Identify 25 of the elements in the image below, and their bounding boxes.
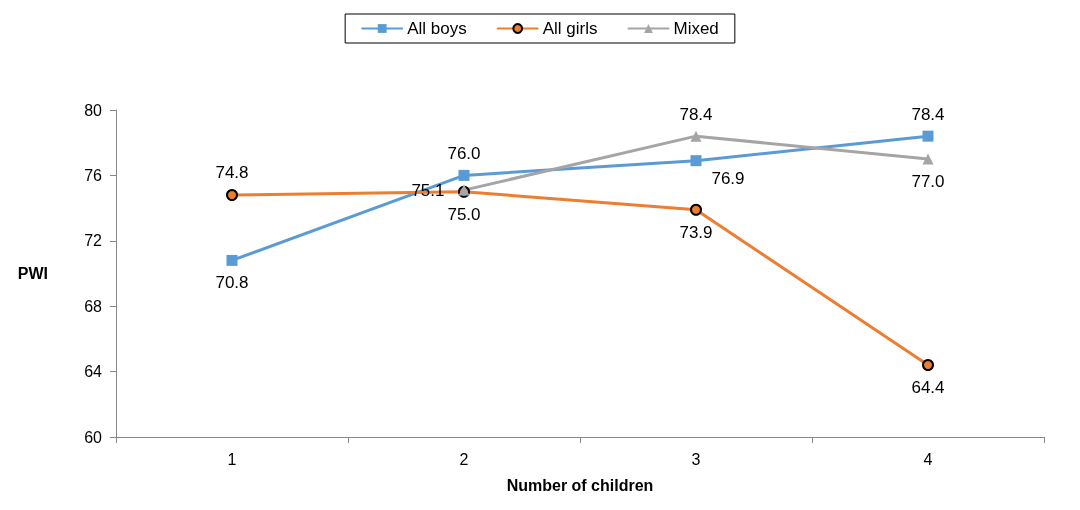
y-tick-label: 60 [84, 428, 103, 446]
x-tick-label: 2 [459, 450, 469, 468]
data-label: 73.9 [679, 222, 713, 242]
x-tick-label: 4 [923, 450, 933, 468]
x-tick-label: 1 [227, 450, 237, 468]
y-tick-label: 76 [84, 166, 103, 184]
y-tick-label: 80 [84, 101, 103, 119]
data-label: 76.0 [447, 143, 481, 163]
data-label: 78.4 [911, 104, 945, 124]
data-label: 75.0 [447, 204, 481, 224]
legend-label: All boys [407, 19, 467, 38]
y-tick-label: 72 [84, 232, 103, 250]
y-tick-label: 68 [84, 297, 103, 315]
data-label: 77.0 [911, 171, 945, 191]
x-axis-title: Number of children [506, 476, 654, 494]
legend-label: All girls [542, 19, 598, 38]
y-tick-label: 64 [84, 363, 103, 381]
data-label: 64.4 [911, 378, 945, 398]
y-axis-title: PWI [17, 265, 48, 282]
x-tick-label: 3 [691, 450, 701, 468]
data-label: 78.4 [679, 104, 713, 124]
data-label: 70.8 [215, 272, 249, 292]
data-label: 76.9 [711, 169, 745, 189]
data-label: 74.8 [215, 163, 249, 183]
legend-label: Mixed [673, 19, 719, 38]
